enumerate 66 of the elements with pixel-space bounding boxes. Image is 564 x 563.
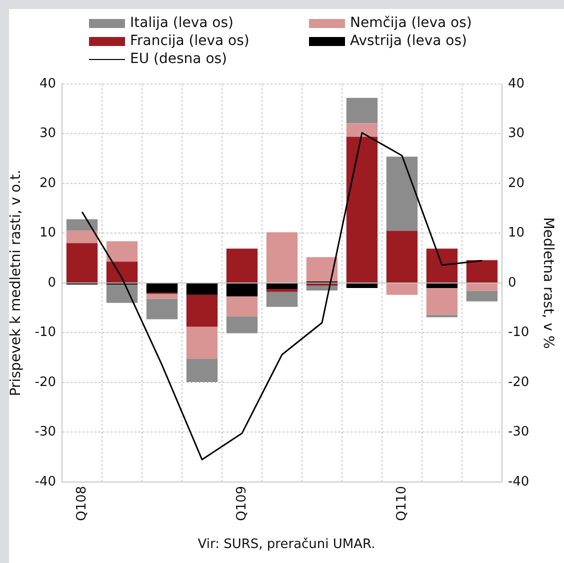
legend-label: EU (desna os)	[130, 51, 228, 67]
y-tick-label: -10	[34, 325, 56, 340]
y-tick-label: -20	[34, 374, 56, 390]
bar	[266, 292, 298, 307]
y2-axis-title: Medletna rast, v %	[540, 217, 556, 349]
y2-tick-label: 0	[508, 275, 516, 290]
bar	[106, 241, 138, 262]
y2-tick-label: -40	[508, 474, 530, 490]
y-tick-label: 40	[39, 76, 56, 92]
y2-tick-label: 10	[508, 226, 525, 241]
y-tick-label: -30	[34, 424, 56, 440]
y2-tick-label: 30	[508, 126, 525, 142]
bar	[66, 230, 98, 244]
text: Vir: SURS, preračuni UMAR.	[196, 537, 376, 552]
bar	[226, 316, 258, 334]
y2-tick-label: 40	[508, 76, 525, 92]
legend-label: Nemčija (leva os)	[350, 15, 472, 31]
y-tick-label: 20	[39, 176, 56, 191]
legend-label: Avstrija (leva os)	[350, 33, 467, 49]
bar	[426, 248, 458, 282]
bar	[186, 358, 218, 382]
bar	[266, 232, 298, 282]
x-tick-label: Q109	[234, 486, 250, 521]
bar	[146, 294, 178, 299]
bar	[466, 260, 498, 282]
legend-label: Francija (leva os)	[130, 33, 250, 49]
bar	[186, 283, 218, 295]
y-tick-label: -40	[34, 474, 56, 490]
bar	[266, 288, 298, 292]
y-tick-label: 0	[48, 275, 56, 290]
bar	[226, 248, 258, 282]
bar	[186, 294, 218, 327]
bar	[106, 284, 138, 303]
bar	[426, 283, 458, 288]
x-tick-label: Q110	[394, 486, 410, 521]
bar	[226, 296, 258, 316]
bar	[386, 156, 418, 231]
bar	[226, 283, 258, 296]
y2-tick-label: 20	[508, 176, 525, 191]
bar	[346, 136, 378, 282]
bar	[346, 283, 378, 288]
y2-tick-label: -10	[508, 325, 530, 340]
bar	[106, 262, 138, 282]
bar	[186, 326, 218, 359]
legend-label: Italija (leva os)	[130, 15, 234, 31]
bar	[426, 314, 458, 318]
y-tick-label: 30	[39, 126, 56, 142]
bar	[66, 219, 98, 231]
bar	[386, 283, 418, 295]
bar	[146, 298, 178, 320]
bar	[306, 285, 338, 290]
bar	[346, 98, 378, 124]
bar	[266, 283, 298, 289]
bar	[346, 123, 378, 137]
bar	[306, 257, 338, 282]
bar	[466, 283, 498, 291]
bar	[386, 230, 418, 282]
x-tick-label: Q108	[74, 486, 90, 521]
y-tick-label: 10	[39, 226, 56, 241]
bar	[426, 288, 458, 315]
bar	[66, 243, 98, 282]
y2-tick-label: -30	[508, 424, 530, 440]
bar	[466, 290, 498, 302]
y2-tick-label: -20	[508, 374, 530, 390]
bar	[146, 283, 178, 293]
y-axis-title: Prispevek k medletni rasti, v o.t.	[8, 170, 24, 396]
